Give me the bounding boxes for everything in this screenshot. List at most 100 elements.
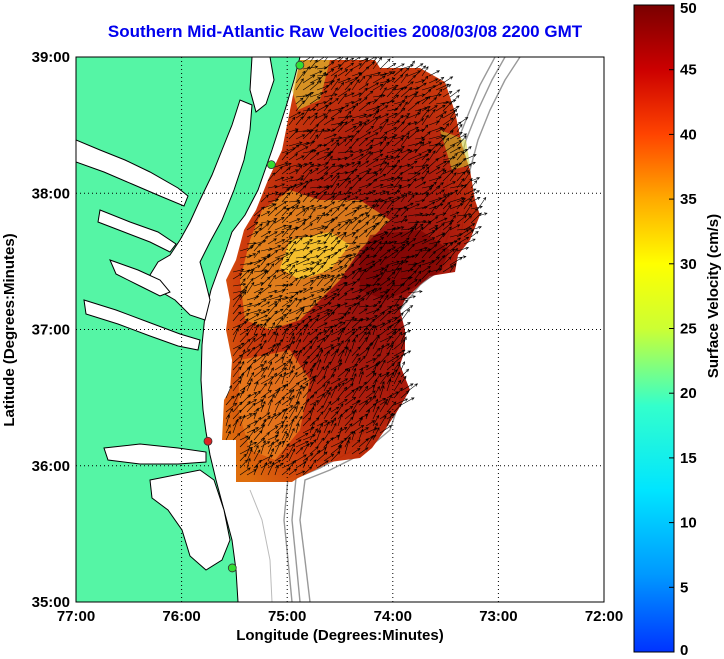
velocity-arrow <box>309 299 317 308</box>
colorbar-tick-label: 15 <box>680 450 697 467</box>
velocity-arrow <box>309 112 319 119</box>
velocity-arrow <box>442 170 454 182</box>
velocity-arrow <box>442 117 454 126</box>
velocity-arrow <box>358 427 369 434</box>
velocity-arrow <box>428 166 441 175</box>
velocity-arrow <box>372 353 380 364</box>
velocity-arrow <box>274 356 285 364</box>
velocity-arrow <box>449 152 458 161</box>
velocity-arrow <box>316 384 326 392</box>
velocity-arrow <box>232 376 242 385</box>
velocity-arrow <box>260 230 272 238</box>
velocity-arrow <box>365 358 376 364</box>
velocity-arrow <box>393 145 405 154</box>
velocity-arrow <box>393 114 404 126</box>
velocity-arrow <box>386 200 395 210</box>
velocity-arrow <box>456 135 467 147</box>
velocity-arrow <box>302 303 319 308</box>
velocity-arrow <box>351 153 365 161</box>
velocity-arrow <box>358 205 369 210</box>
velocity-arrow <box>267 425 279 434</box>
velocity-arrow <box>456 157 467 168</box>
velocity-arrow <box>274 424 284 434</box>
velocity-arrow <box>358 370 364 385</box>
velocity-arrow <box>421 221 432 231</box>
velocity-arrow <box>330 248 342 259</box>
velocity-arrow <box>274 162 289 168</box>
velocity-arrow <box>281 176 294 182</box>
velocity-arrow <box>260 441 271 448</box>
velocity-arrow <box>267 303 278 315</box>
pamlico-sound <box>149 469 231 571</box>
velocity-arrow <box>379 401 387 413</box>
velocity-arrow <box>435 104 446 112</box>
velocity-arrow <box>428 225 439 231</box>
velocity-arrow <box>470 231 479 238</box>
velocity-arrow <box>351 123 363 133</box>
lon-tick-label: 73:00 <box>479 608 517 625</box>
velocity-arrow <box>253 242 262 252</box>
velocity-arrow <box>351 367 357 378</box>
velocity-arrow <box>239 436 251 448</box>
map-title: Southern Mid-Atlantic Raw Velocities 200… <box>107 22 583 41</box>
velocity-arrow <box>246 448 253 462</box>
velocity-arrow <box>281 405 294 413</box>
velocity-arrow <box>421 166 430 175</box>
velocity-arrow <box>358 122 367 133</box>
velocity-arrow <box>407 101 421 112</box>
velocity-arrow <box>309 261 320 273</box>
velocity-arrow <box>400 295 417 301</box>
velocity-arrow <box>267 274 276 287</box>
velocity-arrow <box>274 206 287 217</box>
velocity-arrow <box>379 425 393 434</box>
velocity-arrow <box>344 368 351 378</box>
velocity-arrow <box>379 183 394 189</box>
velocity-arrow <box>351 137 359 147</box>
velocity-arrow <box>302 294 315 301</box>
velocity-arrow <box>344 81 353 91</box>
velocity-arrow <box>267 372 278 385</box>
velocity-arrow <box>393 171 403 182</box>
velocity-arrow <box>379 58 391 70</box>
velocity-arrow <box>344 100 355 105</box>
velocity-arrow <box>393 387 403 399</box>
velocity-arrow <box>407 153 423 161</box>
velocity-arrow <box>330 142 340 154</box>
velocity-arrow <box>386 355 400 364</box>
velocity-arrow <box>239 278 246 287</box>
velocity-arrow <box>295 415 303 427</box>
velocity-arrow <box>372 153 384 161</box>
velocity-arrow <box>386 148 401 154</box>
velocity-hotspot-yellow <box>280 232 350 280</box>
velocity-arrow <box>407 177 417 189</box>
station-marker <box>295 60 305 70</box>
velocity-arrow <box>435 114 444 126</box>
velocity-arrow <box>379 410 392 420</box>
velocity-arrow <box>344 348 352 364</box>
velocity-arrow <box>365 395 377 406</box>
velocity-arrow <box>386 165 396 175</box>
velocity-arrow <box>337 197 347 210</box>
velocity-arrow <box>379 249 392 259</box>
velocity-arrow <box>449 211 460 217</box>
velocity-arrow <box>344 263 355 273</box>
velocity-arrow <box>449 257 463 266</box>
velocity-arrow <box>351 121 363 126</box>
station-marker <box>266 160 276 170</box>
velocity-arrow <box>365 116 379 126</box>
velocity-arrow <box>288 247 296 259</box>
velocity-arrow <box>267 218 278 224</box>
velocity-arrow <box>393 312 404 322</box>
velocity-arrow <box>358 381 367 392</box>
velocity-arrow <box>428 157 439 168</box>
velocity-arrow <box>225 423 231 434</box>
velocity-arrow <box>386 190 401 196</box>
velocity-arrow <box>358 292 370 301</box>
velocity-arrow <box>253 314 269 322</box>
velocity-arrow <box>400 95 408 105</box>
velocity-arrow <box>379 385 385 399</box>
velocity-arrow <box>386 280 396 287</box>
velocity-arrow <box>393 74 404 84</box>
velocity-arrow <box>267 289 278 294</box>
velocity-arrow <box>393 240 410 245</box>
